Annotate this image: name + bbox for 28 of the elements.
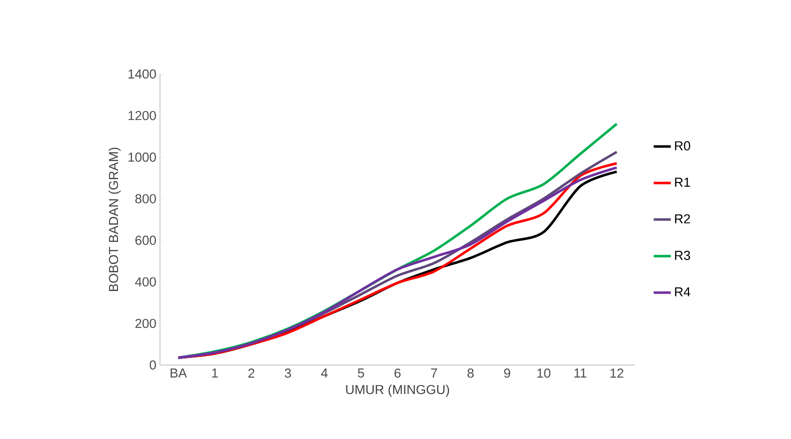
y-tick-label: 1400: [128, 69, 156, 79]
legend-label: R4: [675, 287, 690, 296]
x-axis-title: UMUR (MINGGU): [346, 384, 450, 397]
legend-label: R1: [675, 178, 690, 187]
x-tick-label: 2: [248, 368, 254, 378]
legend-label: R0: [675, 141, 690, 150]
x-tick-label: 9: [504, 368, 510, 378]
y-tick-label: 0: [150, 360, 156, 370]
y-tick-label: 1200: [128, 110, 156, 120]
x-tick-label: 10: [537, 368, 550, 378]
x-tick-label: 1: [212, 368, 218, 378]
x-tick-label: 4: [321, 368, 328, 378]
x-tick-label: 3: [284, 368, 291, 378]
y-tick-label: 800: [135, 194, 156, 204]
x-tick-label: 6: [394, 368, 401, 378]
legend-label: R3: [675, 250, 690, 260]
y-tick-label: 400: [135, 277, 156, 286]
x-tick-label: 8: [468, 368, 474, 378]
y-tick-label: 200: [135, 318, 156, 328]
legend-label: R2: [675, 214, 690, 224]
x-tick-label: 12: [610, 368, 624, 378]
y-tick-label: 1000: [128, 152, 156, 162]
x-tick-label: 7: [431, 368, 437, 378]
x-tick-label: 11: [574, 368, 586, 378]
y-axis-title: BOBOT BADAN (GRAM): [108, 148, 121, 292]
x-tick-label: 5: [358, 368, 364, 378]
x-tick-label: BA: [170, 368, 187, 378]
y-tick-label: 600: [135, 236, 156, 245]
